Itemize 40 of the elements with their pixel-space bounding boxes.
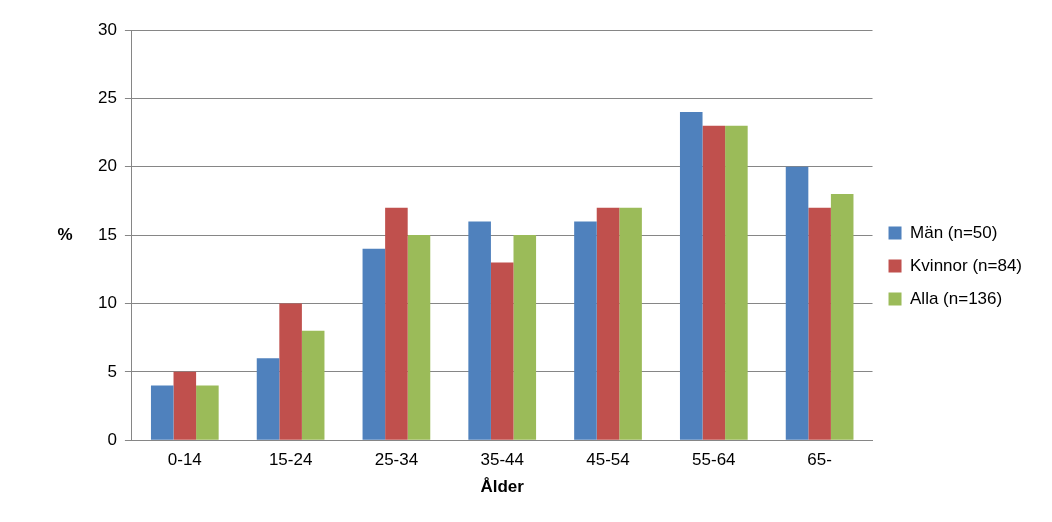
x-tick-label: 0-14 — [167, 450, 202, 470]
y-tick-label: 25 — [97, 88, 117, 108]
bar — [196, 385, 219, 440]
bar — [725, 125, 748, 440]
y-tick-label: 20 — [97, 156, 117, 176]
bar — [256, 358, 280, 440]
bar — [679, 112, 703, 440]
y-tick-label: 30 — [97, 19, 117, 39]
x-tick-label: 35-44 — [480, 450, 524, 470]
x-tick-label: 65- — [807, 450, 832, 470]
bar — [574, 221, 597, 440]
bar — [830, 194, 854, 440]
bar — [407, 235, 431, 440]
bar — [468, 221, 491, 440]
y-tick-label: 10 — [97, 293, 117, 313]
bar — [785, 166, 809, 440]
x-axis-title: Ålder — [480, 477, 525, 497]
bar — [279, 303, 302, 440]
bar — [173, 371, 197, 440]
bar — [301, 330, 325, 440]
bar — [596, 207, 620, 440]
bar — [362, 248, 386, 440]
legend-label: Alla (n=136) — [910, 288, 1003, 308]
legend-label: Män (n=50) — [910, 222, 998, 242]
y-tick-label: 0 — [107, 429, 117, 449]
x-tick-label: 25-34 — [374, 450, 419, 470]
x-tick-label: 45-54 — [586, 450, 630, 470]
x-tick-label: 55-64 — [692, 450, 736, 470]
bar — [385, 207, 408, 440]
legend-label: Kvinnor (n=84) — [910, 255, 1023, 275]
bar — [619, 207, 642, 440]
bar — [808, 207, 831, 440]
y-axis-title: % — [57, 224, 73, 244]
y-tick-label: 15 — [97, 224, 117, 244]
bar — [490, 262, 514, 440]
bar — [513, 235, 537, 440]
bar — [702, 125, 726, 440]
y-tick-label: 5 — [107, 361, 117, 381]
x-tick-label: 15-24 — [268, 450, 313, 470]
bar — [150, 385, 174, 440]
